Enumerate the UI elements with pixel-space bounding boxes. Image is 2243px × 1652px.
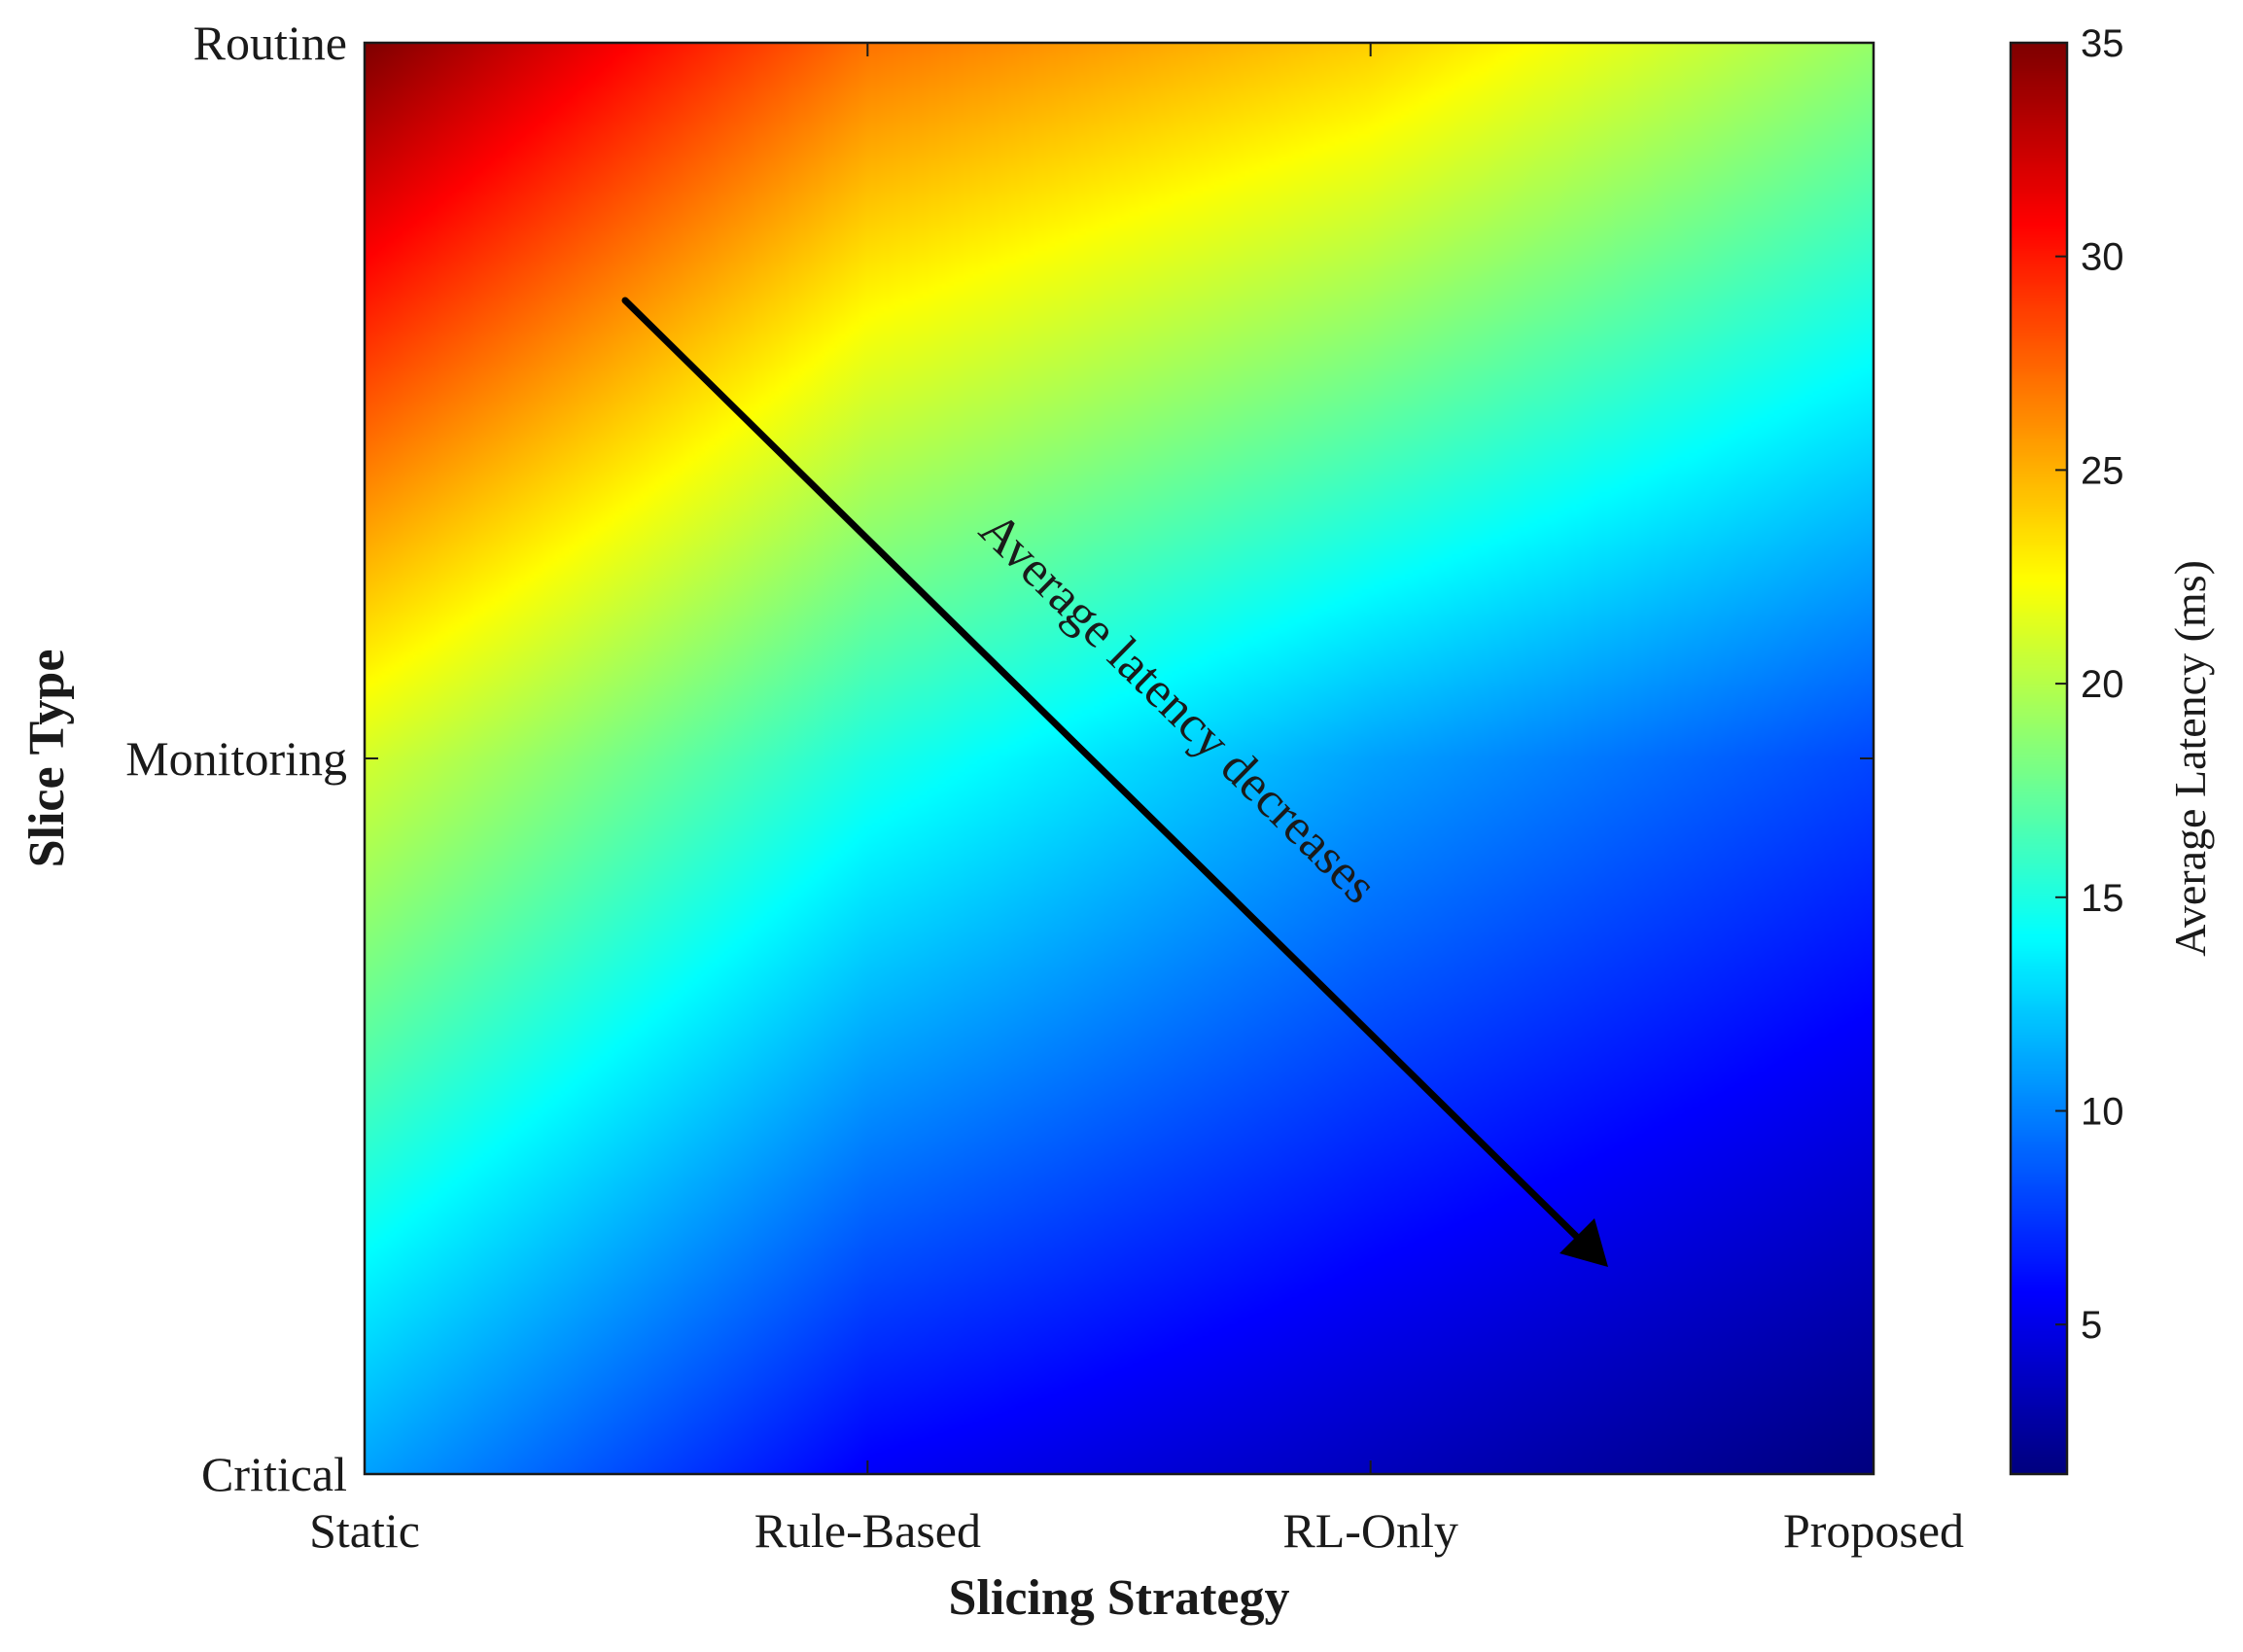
trend-arrow-head xyxy=(1560,1218,1608,1267)
heatmap-surface xyxy=(365,43,1874,1474)
colorbar-title: Average Latency (ms) xyxy=(2165,560,2215,957)
y-axis-title: Slice Type xyxy=(19,650,75,868)
colorbar-tick-label: 10 xyxy=(2081,1091,2124,1134)
colorbar-tick-label: 15 xyxy=(2081,877,2124,920)
x-axis: Static Rule-Based RL-Only Proposed xyxy=(309,43,1964,1558)
colorbar-ticks: 5 10 15 20 25 30 35 xyxy=(2055,22,2124,1347)
colorbar: 5 10 15 20 25 30 35 Average Latency (ms) xyxy=(2009,22,2215,1476)
colorbar-gradient xyxy=(2011,43,2067,1474)
colorbar-tick-label: 35 xyxy=(2081,22,2124,65)
colorbar-tick-label: 30 xyxy=(2081,236,2124,279)
heatmap-plot-area xyxy=(363,41,1875,1476)
colorbar-tick-label: 25 xyxy=(2081,449,2124,492)
x-tick-label: Static xyxy=(309,1503,420,1558)
colorbar-tick-label: 20 xyxy=(2081,663,2124,706)
y-tick-label: Monitoring xyxy=(125,731,347,786)
x-tick-label: RL-Only xyxy=(1282,1503,1458,1558)
colorbar-tick-label: 5 xyxy=(2081,1304,2102,1347)
y-tick-label: Critical xyxy=(201,1447,347,1501)
x-tick-label: Proposed xyxy=(1783,1503,1964,1558)
x-axis-title: Slicing Strategy xyxy=(949,1570,1290,1626)
x-tick-label: Rule-Based xyxy=(754,1503,981,1558)
y-tick-label: Routine xyxy=(193,16,347,70)
y-axis: Critical Monitoring Routine xyxy=(125,16,1874,1501)
trend-arrow-line xyxy=(621,297,1591,1250)
colorbar-frame xyxy=(2009,41,2069,1476)
